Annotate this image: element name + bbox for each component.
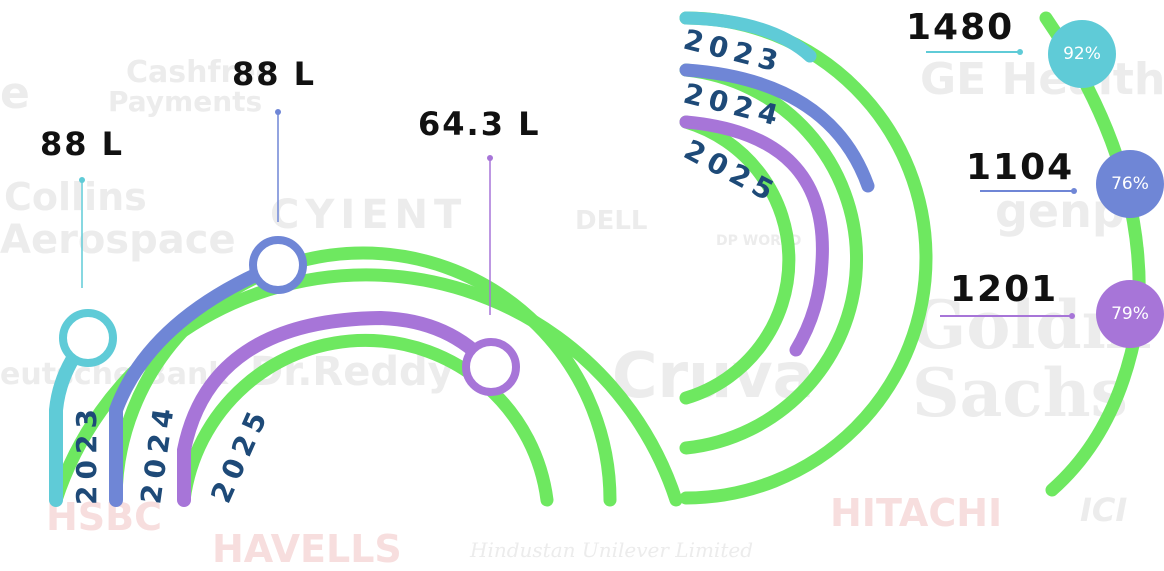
left-leader-dot-2024 xyxy=(275,109,281,115)
right-progress-2025 xyxy=(679,115,829,357)
right-value-2023: 1480 xyxy=(906,7,1015,48)
right-track-2024 xyxy=(679,63,863,455)
right-value-2025: 1201 xyxy=(950,269,1059,310)
logo-cashfree: Cashfree xyxy=(126,55,277,90)
left-leader-dot-2025 xyxy=(487,155,493,161)
left-year-2024: 2024 xyxy=(134,400,181,506)
left-marker-2024 xyxy=(249,236,307,294)
logo-collins: Collins xyxy=(4,175,147,219)
logo-e: e xyxy=(0,68,30,119)
percent-track xyxy=(926,11,1146,497)
left-value-2024: 88 L xyxy=(232,55,317,93)
left-track-2024 xyxy=(109,246,617,507)
logo-cruva: Cruva xyxy=(612,339,815,412)
percent-badge-2025: 79% xyxy=(1096,280,1164,348)
logo-sachs: Sachs xyxy=(912,354,1128,432)
logo-havells: HAVELLS xyxy=(212,527,402,571)
left-track-2025 xyxy=(177,333,554,507)
right-track-2025 xyxy=(679,115,796,405)
left-progress-2024 xyxy=(109,258,285,507)
logo-dpworld: DP WORLD xyxy=(716,233,802,249)
logo-payments: Payments xyxy=(108,85,263,118)
right-progress-2024 xyxy=(679,63,875,193)
percent-badge-2024: 76% xyxy=(1096,150,1164,218)
logo-aerospace: Aerospace xyxy=(0,217,236,263)
logo-dell: DELL xyxy=(575,206,648,236)
right-value-2024: 1104 xyxy=(966,147,1075,188)
logo-ici: ICI xyxy=(1080,491,1128,529)
left-leader-dot-2023 xyxy=(79,177,85,183)
percent-badge-2023: 92% xyxy=(1048,20,1116,88)
logo-ge: GE HealthC xyxy=(920,54,1164,105)
right-leader-dot-1201 xyxy=(1069,313,1075,319)
left-chart: 2023 2024 2025 xyxy=(49,109,683,508)
logo-hul: Hindustan Unilever Limited xyxy=(470,538,753,562)
outer-green-arc xyxy=(1039,11,1146,497)
left-marker-2023 xyxy=(59,309,117,367)
left-year-2023: 2023 xyxy=(70,403,103,505)
right-leader-dot-1104 xyxy=(1071,188,1077,194)
left-value-2025: 64.3 L xyxy=(418,105,541,143)
logo-cyient: CYIENT xyxy=(270,192,468,238)
logo-hitachi: HITACHI xyxy=(830,491,1003,535)
right-chart: 2023 2024 2025 xyxy=(679,11,933,505)
left-progress-2025 xyxy=(177,310,497,507)
right-leader-dot-1480 xyxy=(1017,49,1023,55)
logo-hsbc: HSBC xyxy=(46,495,163,539)
right-progress-2023 xyxy=(679,11,817,63)
left-value-2023: 88 L xyxy=(40,125,125,163)
left-marker-2025 xyxy=(462,338,520,396)
